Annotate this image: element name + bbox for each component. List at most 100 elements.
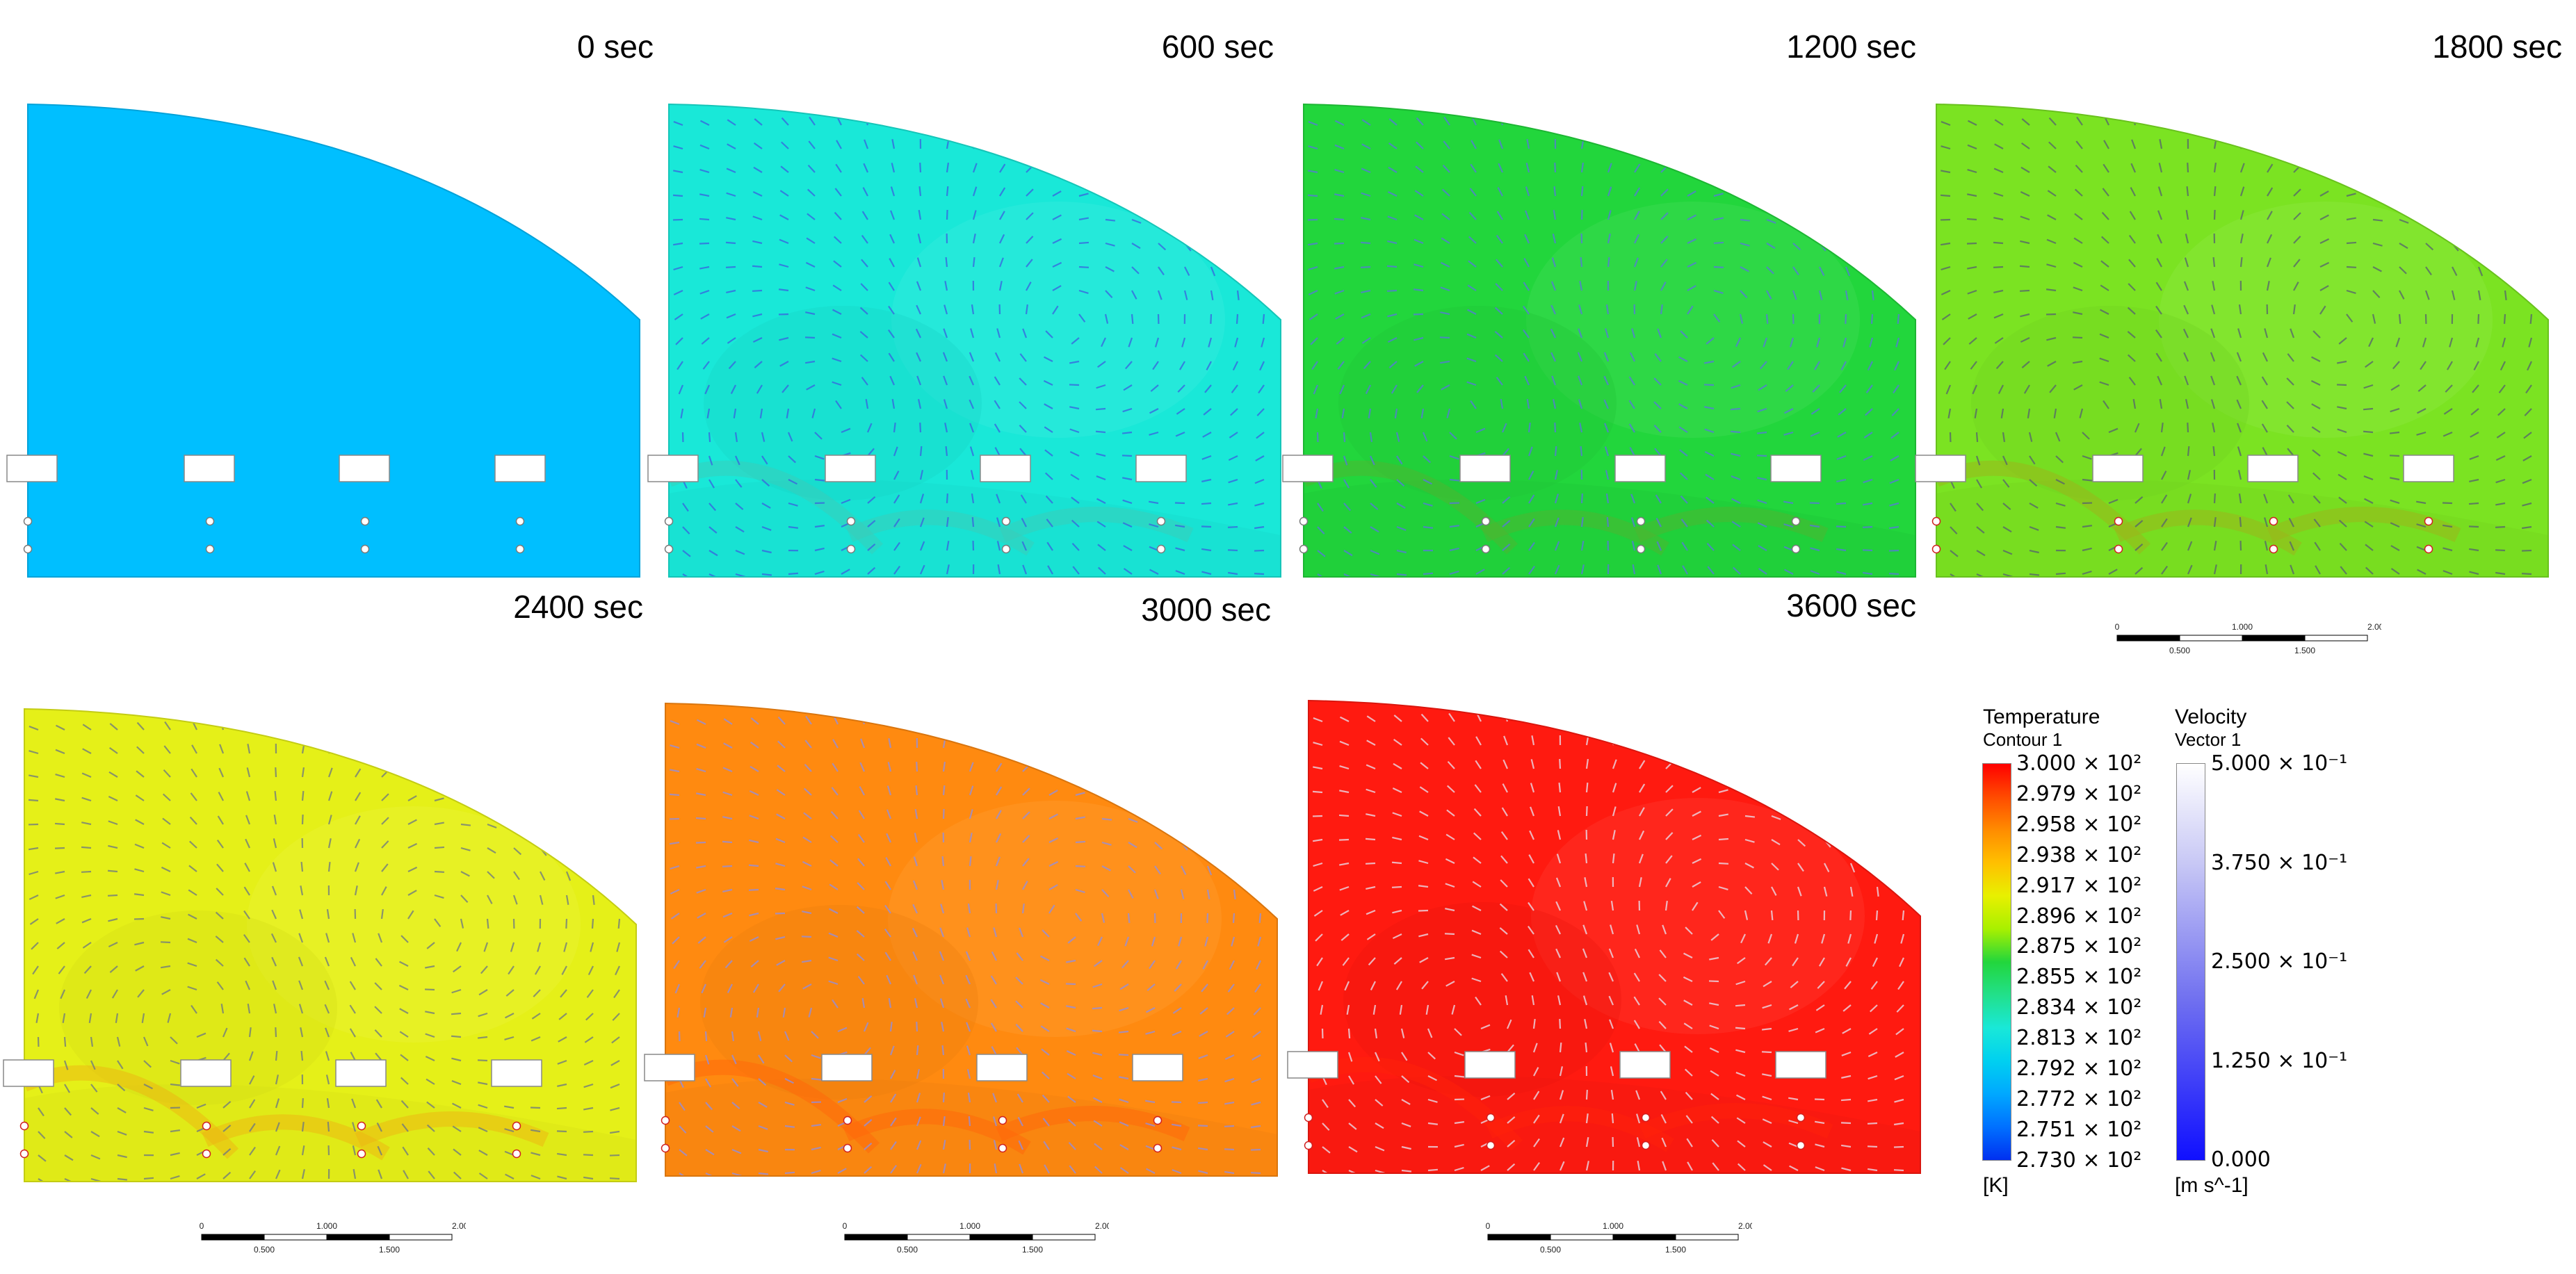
- velocity-vector: [1583, 901, 1588, 911]
- velocity-vector: [64, 1131, 73, 1138]
- velocity-vector: [1201, 983, 1208, 993]
- velocity-vector: [1797, 720, 1808, 724]
- velocity-vector: [222, 1101, 232, 1109]
- velocity-vector: [2159, 115, 2163, 126]
- velocity-vector: [705, 1102, 713, 1111]
- velocity-vector: [1230, 408, 1238, 416]
- velocity-vector: [1119, 1076, 1129, 1080]
- velocity-vector: [1664, 900, 1668, 911]
- velocity-vector: [708, 573, 719, 577]
- velocity-vector: [355, 744, 362, 754]
- velocity-vector: [2504, 266, 2509, 277]
- velocity-vector: [754, 118, 763, 126]
- velocity-vector: [2504, 172, 2513, 179]
- velocity-vector: [2187, 493, 2192, 504]
- velocity-vector: [837, 1168, 847, 1174]
- velocity-vector: [1815, 1027, 1825, 1034]
- velocity-vector: [375, 958, 382, 967]
- velocity-vector: [530, 1152, 541, 1157]
- velocity-vector: [1075, 719, 1085, 725]
- contour-svg: [6, 103, 640, 578]
- velocity-vector: [1206, 913, 1209, 924]
- velocity-vector: [1550, 304, 1557, 315]
- velocity-vector: [274, 790, 277, 801]
- velocity-vector: [1559, 1137, 1565, 1148]
- velocity-vector: [1019, 1163, 1024, 1174]
- velocity-vector: [352, 1145, 357, 1156]
- velocity-vector: [942, 714, 946, 725]
- velocity-vector: [1740, 290, 1748, 298]
- velocity-vector: [831, 787, 839, 796]
- velocity-vector: [2338, 519, 2347, 528]
- velocity-vector: [1525, 186, 1530, 197]
- velocity-vector: [1078, 120, 1089, 126]
- velocity-vector: [1718, 813, 1728, 817]
- velocity-vector: [1945, 384, 1952, 395]
- velocity-vector: [886, 833, 892, 843]
- velocity-vector: [1021, 518, 1027, 528]
- velocity-vector: [1026, 188, 1034, 197]
- velocity-vector: [1872, 195, 1880, 204]
- velocity-vector: [1181, 723, 1191, 728]
- velocity-vector: [1687, 214, 1696, 220]
- velocity-vector: [890, 186, 896, 197]
- velocity-vector: [2187, 422, 2189, 433]
- velocity-vector: [513, 847, 522, 856]
- heater-dot: [23, 516, 33, 526]
- velocity-vector: [2523, 432, 2532, 439]
- velocity-vector: [81, 917, 92, 924]
- velocity-legend-subtitle: Vector 1: [2175, 729, 2242, 750]
- velocity-vector: [1375, 1075, 1382, 1084]
- velocity-vector: [1794, 933, 1799, 944]
- velocity-vector: [863, 163, 869, 173]
- velocity-vector: [939, 998, 945, 1008]
- velocity-vector: [31, 942, 39, 950]
- velocity-vector: [219, 744, 225, 754]
- velocity-vector: [300, 1027, 304, 1038]
- velocity-vector: [1607, 163, 1612, 173]
- velocity-vector: [1874, 933, 1879, 944]
- velocity-vector: [708, 526, 718, 534]
- velocity-vector: [1967, 120, 1977, 126]
- velocity-vector: [2156, 258, 2162, 268]
- velocity-vector: [1446, 408, 1451, 418]
- velocity-vector: [161, 842, 171, 849]
- velocity-vector: [116, 1036, 121, 1047]
- velocity-vector: [756, 384, 763, 394]
- velocity-vector: [1819, 219, 1828, 227]
- velocity-vector: [1580, 446, 1583, 457]
- velocity-vector: [1824, 792, 1833, 799]
- velocity-vector: [1533, 1091, 1540, 1100]
- velocity-vector: [1339, 384, 1345, 395]
- velocity-vector: [699, 242, 710, 245]
- velocity-vector: [884, 928, 891, 938]
- velocity-vector: [1233, 794, 1242, 803]
- velocity-vector: [1532, 1018, 1536, 1029]
- velocity-vector: [35, 1013, 40, 1023]
- velocity-vector: [513, 799, 524, 806]
- velocity-vector: [1528, 518, 1535, 528]
- scale-bar-label: 0.500: [2169, 646, 2190, 655]
- velocity-vector: [972, 256, 975, 268]
- velocity-vector: [1157, 290, 1163, 300]
- velocity-vector: [1149, 523, 1159, 528]
- velocity-vector: [1224, 1077, 1235, 1083]
- velocity-vector: [832, 357, 842, 363]
- velocity-vector: [1840, 1144, 1852, 1148]
- velocity-vector: [1940, 242, 1951, 246]
- velocity-vector: [731, 1078, 739, 1087]
- velocity-vector: [1207, 723, 1217, 728]
- velocity-vector: [2048, 117, 2057, 126]
- velocity-vector: [407, 910, 414, 920]
- velocity-vector: [915, 328, 921, 338]
- velocity-vector: [1317, 526, 1325, 534]
- velocity-vector: [2368, 337, 2374, 348]
- velocity-vector: [1374, 1052, 1380, 1062]
- velocity-vector: [1227, 525, 1238, 528]
- velocity-vector: [890, 1117, 897, 1127]
- velocity-vector: [188, 889, 197, 896]
- velocity-vector: [1045, 330, 1053, 338]
- velocity-vector: [1204, 384, 1212, 393]
- velocity-vector: [2160, 446, 2166, 457]
- velocity-vector: [750, 741, 759, 749]
